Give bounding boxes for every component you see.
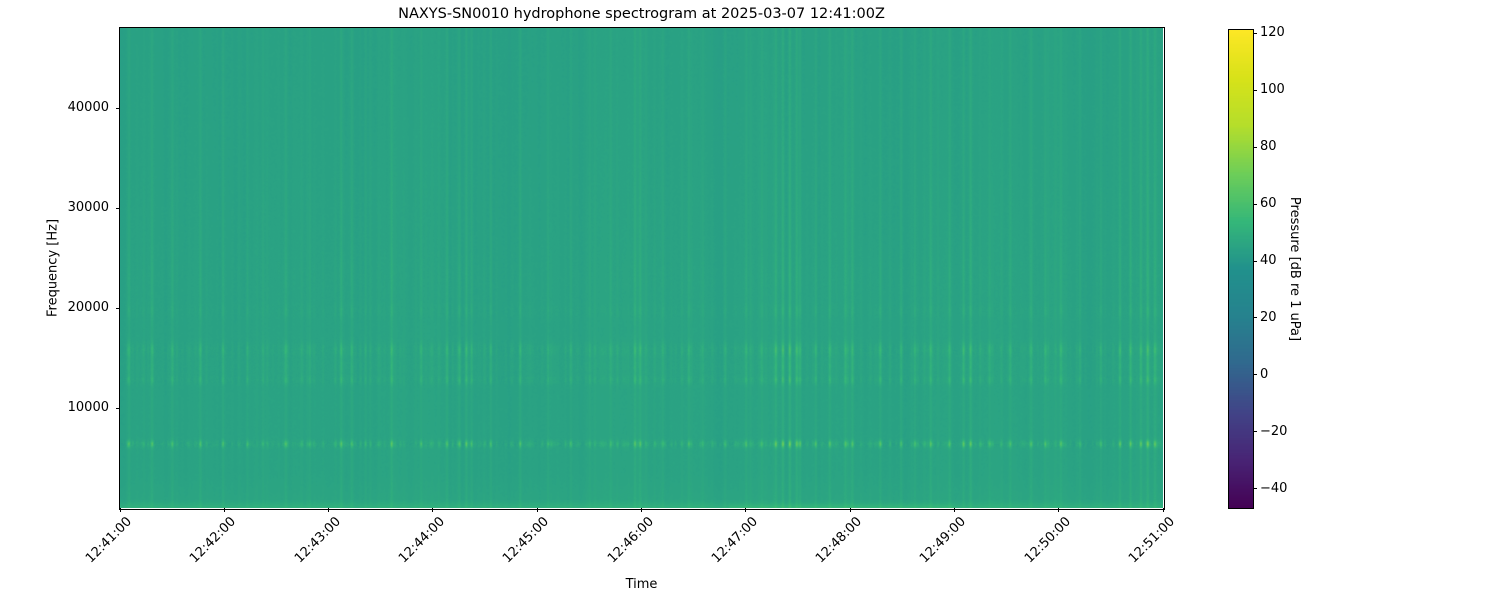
y-tick-mark [116,407,120,409]
x-tick-mark [432,508,434,512]
colorbar-tick-label: 100 [1260,82,1285,98]
x-tick-mark [328,508,330,512]
colorbar-tick-mark [1253,203,1257,205]
x-tick-mark [223,508,225,512]
y-tick-label: 20000 [67,300,109,315]
colorbar-tick-mark [1253,488,1257,490]
x-tick-mark [536,508,538,512]
y-tick-label: 40000 [67,100,109,115]
y-tick-label: 30000 [67,200,109,215]
y-tick-label: 10000 [67,400,109,415]
colorbar-label: Pressure [dB re 1 uPa] [1287,196,1302,342]
x-tick-mark [849,508,851,512]
colorbar [1228,29,1254,509]
colorbar-tick-mark [1253,260,1257,262]
spectrogram-canvas [120,28,1163,508]
colorbar-tick-label: 20 [1260,309,1277,325]
x-tick-mark [641,508,642,512]
plot-title: NAXYS-SN0010 hydrophone spectrogram at 2… [398,6,885,22]
colorbar-tick-label: −20 [1260,423,1288,439]
colorbar-tick-label: 40 [1260,253,1277,269]
plot-axes [119,27,1165,510]
x-tick-mark [1058,508,1060,512]
colorbar-tick-mark [1253,89,1257,91]
colorbar-tick-mark [1253,317,1257,319]
y-tick-mark [116,307,120,309]
colorbar-tick-label: −40 [1260,480,1288,496]
colorbar-tick-label: 60 [1260,196,1277,212]
x-tick-mark [953,508,955,512]
colorbar-tick-mark [1253,146,1257,148]
colorbar-tick-mark [1253,32,1257,34]
colorbar-tick-label: 120 [1260,25,1285,41]
colorbar-tick-mark [1253,431,1257,433]
colorbar-tick-label: 80 [1260,139,1277,155]
y-tick-mark [116,107,120,109]
x-axis-label: Time [625,577,658,592]
y-axis-label: Frequency [Hz] [45,218,61,318]
x-tick-mark [119,508,121,512]
y-tick-mark [116,207,120,209]
colorbar-canvas [1229,30,1253,508]
x-tick-mark [1162,508,1164,512]
colorbar-tick-label: 0 [1260,366,1269,382]
x-tick-mark [745,508,747,512]
colorbar-tick-mark [1253,374,1257,376]
